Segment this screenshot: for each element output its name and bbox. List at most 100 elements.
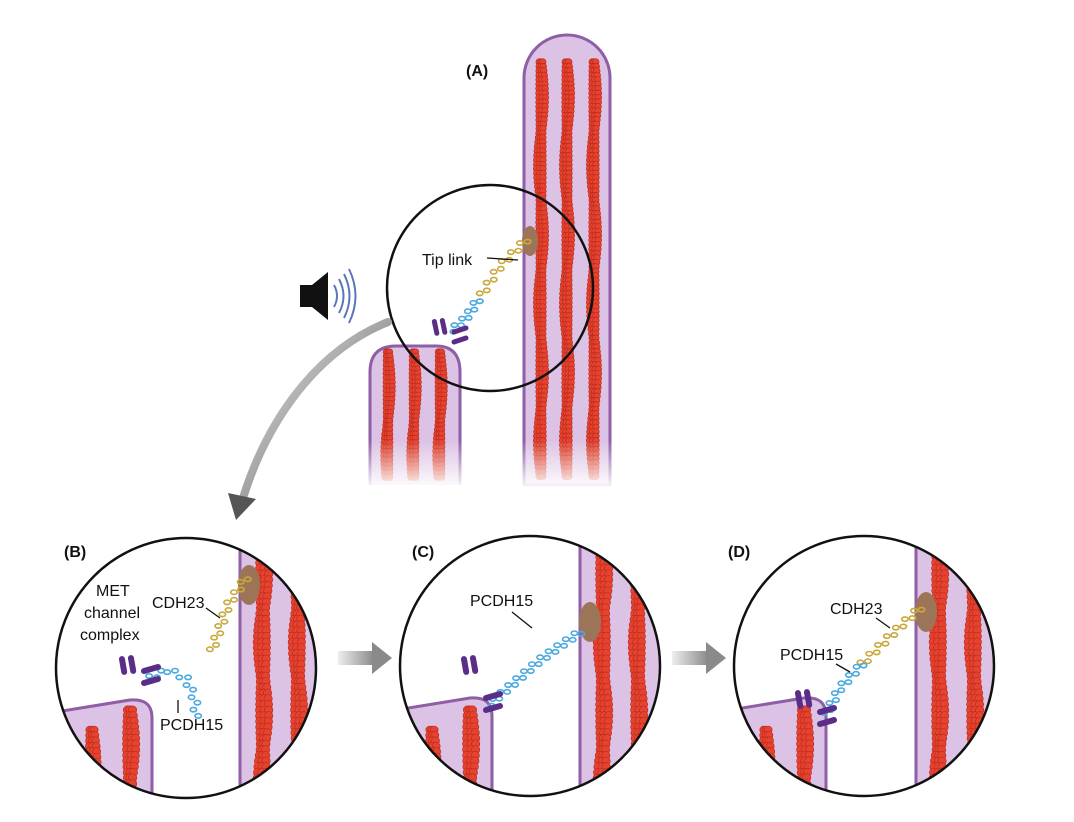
zoom-arrow-head bbox=[228, 493, 256, 520]
actin-bead bbox=[633, 750, 643, 760]
pcdh15-strand bbox=[450, 322, 459, 329]
actin-bead bbox=[938, 546, 948, 556]
cdh23-strand bbox=[205, 646, 214, 653]
pcdh15-strand bbox=[561, 636, 570, 643]
actin-bead bbox=[761, 790, 771, 796]
pcdh15-strand bbox=[837, 680, 846, 687]
panel-c-label: (C) bbox=[412, 544, 434, 561]
actin-bead bbox=[261, 773, 271, 783]
actin-bead bbox=[762, 763, 772, 773]
cdh23-label-b: CDH23 bbox=[152, 595, 205, 612]
actin-bead bbox=[937, 541, 947, 551]
pcdh15-strand bbox=[551, 648, 560, 655]
actin-bead bbox=[638, 580, 648, 590]
actin-bead bbox=[762, 785, 771, 794]
pcdh15-strand bbox=[187, 694, 196, 701]
actin-bead bbox=[974, 552, 984, 562]
pcdh15-strand bbox=[534, 661, 543, 668]
actin-bead bbox=[636, 762, 646, 772]
panel-b-label: (B) bbox=[64, 544, 86, 561]
pcdh15-strand bbox=[542, 654, 551, 661]
actin-bead bbox=[88, 779, 98, 789]
actin-bead bbox=[90, 790, 100, 798]
actin-bead bbox=[934, 536, 944, 545]
actin-bead bbox=[296, 750, 306, 760]
actin-bead bbox=[92, 768, 102, 778]
pcdh15-strand bbox=[526, 667, 535, 674]
actin-bead bbox=[296, 739, 306, 749]
actin-bead bbox=[290, 552, 300, 562]
actin-bead bbox=[633, 536, 643, 545]
actin-bead bbox=[289, 750, 299, 760]
actin-bead bbox=[928, 784, 938, 794]
actin-bead bbox=[297, 733, 307, 743]
actin-bead bbox=[261, 790, 271, 798]
actin-bead bbox=[430, 790, 440, 796]
actin-bead bbox=[592, 784, 602, 794]
cdh23-strand bbox=[482, 287, 491, 294]
actin-bead bbox=[971, 536, 981, 545]
cdh23-strand bbox=[506, 249, 515, 256]
actin-bead bbox=[84, 768, 94, 778]
actin-bead bbox=[294, 546, 304, 556]
cdh23-strand bbox=[881, 640, 890, 647]
actin-bead bbox=[762, 758, 772, 767]
cdh23-strand bbox=[514, 247, 523, 254]
actin-bead bbox=[428, 785, 437, 794]
actin-bead bbox=[293, 739, 303, 749]
actin-bead bbox=[468, 784, 478, 794]
actin-bead bbox=[636, 750, 646, 760]
actin-bead bbox=[294, 552, 304, 562]
actin-bead bbox=[255, 541, 265, 551]
actin-bead bbox=[974, 586, 984, 596]
actin-bead bbox=[628, 767, 638, 777]
actin-bead bbox=[124, 790, 134, 798]
actin-bead bbox=[468, 790, 478, 796]
actin-bead bbox=[262, 546, 272, 556]
actin-bead bbox=[972, 790, 982, 796]
met-label-line1: MET bbox=[96, 583, 130, 600]
actin-bead bbox=[297, 592, 307, 602]
pcdh15-strand bbox=[560, 642, 569, 649]
actin-bead bbox=[630, 575, 640, 585]
actin-bead bbox=[298, 558, 308, 568]
actin-bead bbox=[260, 538, 270, 545]
actin-bead bbox=[762, 774, 772, 783]
actin-bead bbox=[84, 758, 94, 767]
actin-bead bbox=[969, 745, 979, 755]
pcdh15-leader-c bbox=[511, 611, 533, 629]
pcdh15-strand bbox=[852, 663, 861, 670]
actin-bead bbox=[937, 784, 947, 794]
cdh23-strand bbox=[882, 633, 891, 640]
actin-bead bbox=[287, 784, 297, 794]
actin-bead bbox=[963, 773, 973, 783]
actin-bead bbox=[629, 750, 639, 760]
actin-bead bbox=[261, 541, 271, 551]
actin-bead bbox=[424, 768, 434, 778]
actin-bead bbox=[934, 541, 944, 551]
actin-bead bbox=[636, 541, 646, 551]
fade-out bbox=[355, 440, 625, 490]
pcdh15-strand bbox=[182, 682, 191, 689]
actin-bead bbox=[263, 552, 273, 562]
pcdh15-strand bbox=[518, 674, 527, 681]
actin-bead bbox=[600, 536, 610, 545]
actin-bead bbox=[974, 558, 984, 568]
actin-bead bbox=[85, 774, 94, 783]
cdh23-strand bbox=[224, 606, 233, 613]
pcdh15-strand bbox=[504, 681, 513, 688]
actin-bead bbox=[798, 784, 808, 794]
actin-bead bbox=[933, 790, 943, 796]
actin-bead bbox=[628, 762, 638, 772]
actin-bead bbox=[970, 558, 980, 568]
actin-bead bbox=[290, 546, 300, 556]
actin-bead bbox=[936, 536, 946, 545]
actin-bead bbox=[636, 773, 646, 783]
cdh23-strand bbox=[917, 606, 926, 613]
actin-bead bbox=[259, 552, 269, 562]
cdh23-strand bbox=[212, 641, 221, 648]
actin-bead bbox=[257, 779, 267, 789]
actin-bead bbox=[91, 779, 101, 789]
actin-bead bbox=[120, 790, 130, 798]
pcdh15-strand bbox=[837, 687, 846, 694]
